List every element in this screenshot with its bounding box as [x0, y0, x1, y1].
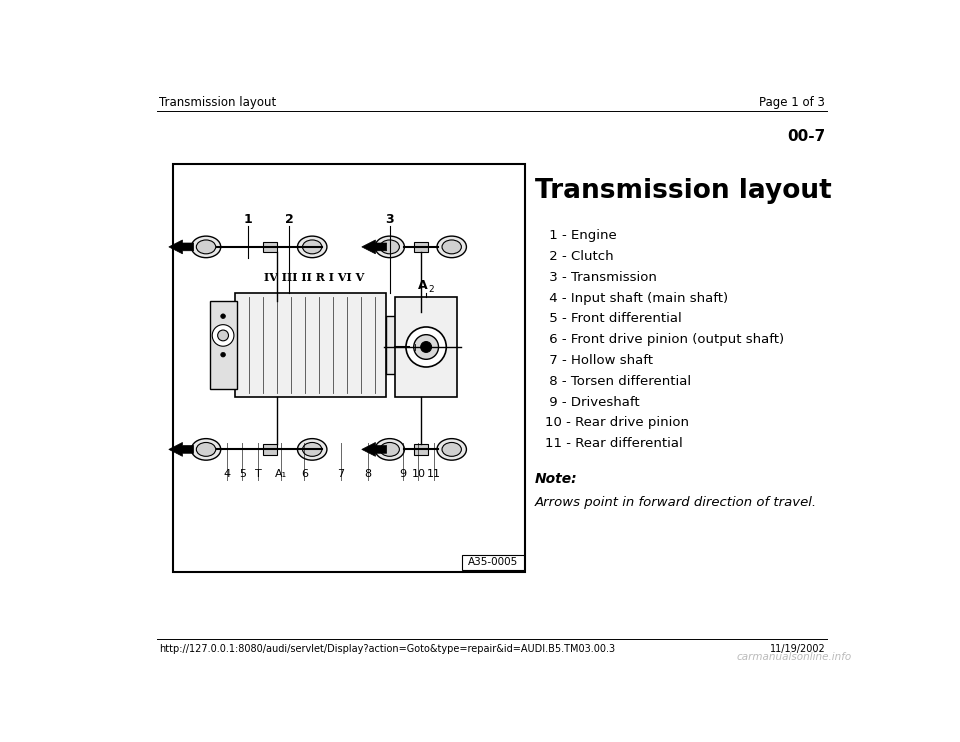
Bar — [210, 301, 237, 390]
Text: 5 - Front differential: 5 - Front differential — [544, 312, 682, 325]
Bar — [234, 293, 386, 397]
Bar — [414, 444, 427, 455]
Text: carmanualsonline.info: carmanualsonline.info — [736, 651, 852, 662]
Text: A₁: A₁ — [276, 469, 287, 479]
Text: 6 - Front drive pinion (output shaft): 6 - Front drive pinion (output shaft) — [544, 333, 783, 346]
Circle shape — [414, 335, 439, 359]
Text: 2 - Clutch: 2 - Clutch — [544, 250, 613, 263]
Ellipse shape — [302, 240, 322, 254]
Text: 4 - Input shaft (main shaft): 4 - Input shaft (main shaft) — [544, 292, 728, 304]
Text: IV III II R I VI V: IV III II R I VI V — [264, 272, 364, 283]
Circle shape — [221, 314, 226, 318]
Text: 11/19/2002: 11/19/2002 — [770, 644, 826, 654]
Text: T: T — [254, 469, 261, 479]
Text: 9 - Driveshaft: 9 - Driveshaft — [544, 395, 639, 409]
Text: 3 - Transmission: 3 - Transmission — [544, 271, 657, 283]
Text: A35-0005: A35-0005 — [468, 557, 517, 567]
Text: A: A — [419, 279, 428, 292]
Text: Arrows point in forward direction of travel.: Arrows point in forward direction of tra… — [535, 496, 817, 509]
Bar — [462, 555, 524, 570]
Circle shape — [412, 344, 419, 350]
Bar — [414, 241, 427, 252]
Circle shape — [420, 344, 426, 350]
Circle shape — [420, 341, 432, 352]
Polygon shape — [362, 240, 387, 254]
Text: 10 - Rear drive pinion: 10 - Rear drive pinion — [544, 416, 688, 430]
Circle shape — [218, 330, 228, 341]
Text: 9: 9 — [399, 469, 406, 479]
Bar — [263, 444, 276, 455]
Ellipse shape — [380, 442, 399, 456]
Text: 2: 2 — [428, 285, 434, 294]
Ellipse shape — [442, 240, 462, 254]
Text: 2: 2 — [284, 214, 294, 226]
Text: 11: 11 — [427, 469, 441, 479]
Polygon shape — [362, 442, 387, 456]
Text: 00-7: 00-7 — [787, 129, 826, 144]
Ellipse shape — [375, 236, 404, 257]
Text: 3: 3 — [385, 214, 394, 226]
Circle shape — [221, 352, 226, 357]
Text: 7 - Hollow shaft: 7 - Hollow shaft — [544, 354, 653, 367]
Text: 1: 1 — [244, 214, 252, 226]
Text: 5: 5 — [239, 469, 246, 479]
Ellipse shape — [298, 236, 327, 257]
Ellipse shape — [191, 236, 221, 257]
Text: http://127.0.0.1:8080/audi/servlet/Display?action=Goto&type=repair&id=AUDI.B5.TM: http://127.0.0.1:8080/audi/servlet/Displ… — [158, 644, 614, 654]
Text: 8: 8 — [365, 469, 372, 479]
Text: Page 1 of 3: Page 1 of 3 — [759, 96, 826, 109]
Ellipse shape — [437, 439, 467, 460]
Text: 7: 7 — [337, 469, 345, 479]
Ellipse shape — [298, 439, 327, 460]
Text: 10: 10 — [412, 469, 425, 479]
Ellipse shape — [191, 439, 221, 460]
Text: 4: 4 — [224, 469, 230, 479]
Text: 1 - Engine: 1 - Engine — [544, 229, 616, 242]
Text: 6: 6 — [300, 469, 308, 479]
Text: 8 - Torsen differential: 8 - Torsen differential — [544, 375, 691, 388]
Text: 11 - Rear differential: 11 - Rear differential — [544, 437, 683, 450]
Ellipse shape — [437, 236, 467, 257]
Polygon shape — [169, 442, 194, 456]
Circle shape — [212, 325, 234, 347]
Bar — [263, 241, 276, 252]
Ellipse shape — [302, 442, 322, 456]
Ellipse shape — [380, 240, 399, 254]
Text: Note:: Note: — [535, 472, 577, 486]
Ellipse shape — [197, 442, 216, 456]
Bar — [386, 316, 409, 374]
Bar — [396, 297, 457, 397]
Text: Transmission layout: Transmission layout — [158, 96, 276, 109]
Ellipse shape — [375, 439, 404, 460]
Text: Transmission layout: Transmission layout — [535, 177, 831, 203]
Polygon shape — [169, 240, 194, 254]
Circle shape — [406, 327, 446, 367]
Ellipse shape — [442, 442, 462, 456]
Bar — [173, 164, 525, 572]
Ellipse shape — [197, 240, 216, 254]
